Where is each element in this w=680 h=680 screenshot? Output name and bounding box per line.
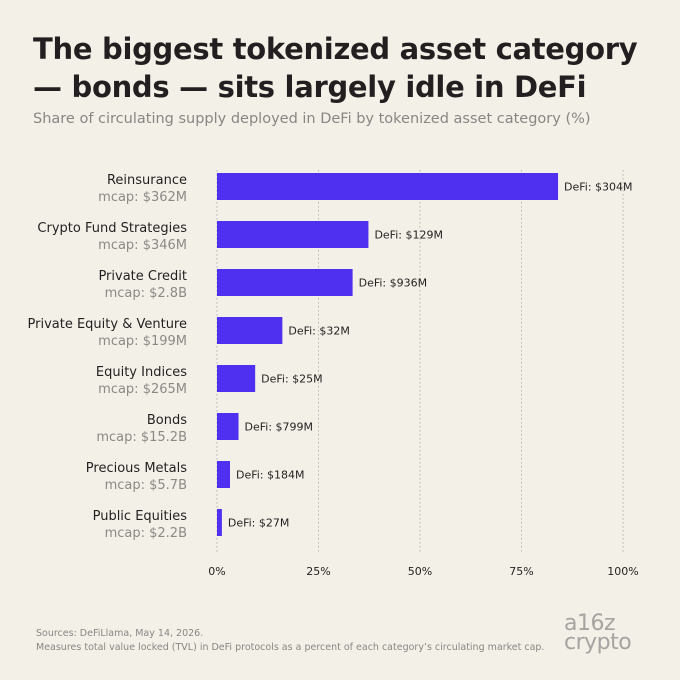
bar: [217, 221, 369, 248]
category-label: Public Equities: [93, 509, 188, 524]
category-mcap-label: mcap: $265M: [98, 382, 187, 397]
source-note: Sources: DeFiLlama, May 14, 2026.: [36, 628, 204, 639]
methodology-note: Measures total value locked (TVL) in DeF…: [36, 642, 545, 653]
bar: [217, 365, 256, 392]
bars: DeFi: $304M DeFi: $129M DeFi: $936M DeFi: $…: [217, 173, 633, 536]
logo-line-2: crypto: [564, 630, 632, 655]
bar: [217, 317, 283, 344]
bar-data-label: DeFi: $304M: [564, 181, 633, 194]
a16z-crypto-logo: a16z crypto: [564, 611, 648, 655]
x-tick-label: 50%: [408, 565, 432, 578]
category-label: Precious Metals: [86, 461, 187, 476]
bar: [217, 173, 559, 200]
category-mcap-label: mcap: $346M: [98, 238, 187, 253]
footer: Sources: DeFiLlama, May 14, 2026. Measur…: [36, 627, 544, 655]
category-mcap-label: mcap: $199M: [98, 334, 187, 349]
bar-data-label: DeFi: $25M: [261, 373, 323, 386]
bar-data-label: DeFi: $32M: [288, 325, 350, 338]
category-mcap-label: mcap: $15.2B: [96, 430, 187, 445]
chart-title: The biggest tokenized asset category — b…: [33, 32, 638, 104]
category-label: Private Credit: [98, 269, 187, 284]
x-tick-label: 25%: [306, 565, 330, 578]
bar: [217, 509, 222, 536]
chart-subtitle: Share of circulating supply deployed in …: [33, 111, 591, 127]
category-mcap-label: mcap: $5.7B: [105, 478, 187, 493]
bar: [217, 269, 353, 296]
category-labels: Reinsurance mcap: $362M Crypto Fund Strate…: [28, 173, 188, 541]
bar-data-label: DeFi: $799M: [245, 421, 314, 434]
category-mcap-label: mcap: $2.2B: [105, 526, 187, 541]
bar: [217, 413, 239, 440]
bar-data-label: DeFi: $936M: [359, 277, 428, 290]
bar-data-label: DeFi: $27M: [228, 517, 290, 530]
x-tick-label: 0%: [208, 565, 225, 578]
logo-line-1: a16z: [564, 611, 616, 636]
category-label: Reinsurance: [107, 173, 187, 188]
x-tick-label: 100%: [607, 565, 638, 578]
category-mcap-label: mcap: $362M: [98, 190, 187, 205]
bar-data-label: DeFi: $184M: [236, 469, 305, 482]
category-label: Bonds: [147, 413, 187, 428]
bar-data-label: DeFi: $129M: [374, 229, 443, 242]
category-label: Equity Indices: [96, 365, 187, 380]
bar-chart: DeFi: $304M DeFi: $129M DeFi: $936M DeFi: $…: [28, 170, 639, 578]
bar: [217, 461, 230, 488]
x-axis-ticks: 0% 25% 50% 75% 100%: [208, 565, 638, 578]
x-tick-label: 75%: [509, 565, 533, 578]
category-label: Crypto Fund Strategies: [37, 221, 187, 236]
category-label: Private Equity & Venture: [28, 317, 187, 332]
category-mcap-label: mcap: $2.8B: [105, 286, 187, 301]
